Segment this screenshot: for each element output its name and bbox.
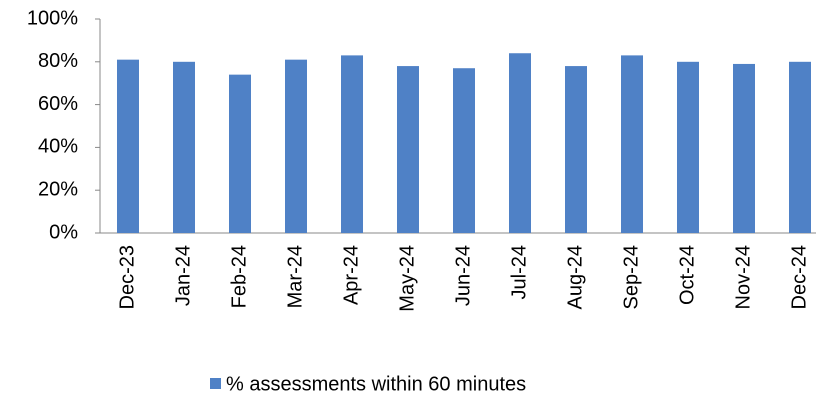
x-tick-label: May-24: [396, 245, 418, 312]
x-tick-label: Nov-24: [732, 245, 754, 309]
x-tick-label: Jul-24: [508, 245, 530, 299]
y-tick-label: 0%: [49, 221, 78, 243]
legend-label: % assessments within 60 minutes: [226, 373, 526, 395]
bar: [789, 61, 811, 233]
x-tick-label: Dec-23: [116, 245, 138, 309]
x-tick-label: Oct-24: [676, 245, 698, 305]
bar: [341, 55, 363, 233]
y-tick-label: 40%: [38, 136, 78, 158]
bar: [621, 55, 643, 233]
legend-swatch: [210, 378, 221, 389]
bar: [453, 68, 475, 233]
bar: [677, 61, 699, 233]
bar: [733, 63, 755, 233]
y-tick-label: 80%: [38, 50, 78, 72]
x-tick-label: Dec-24: [788, 245, 810, 309]
x-tick-label: Jun-24: [452, 245, 474, 306]
y-tick-label: 100%: [27, 7, 78, 29]
x-tick-label: Sep-24: [620, 245, 642, 310]
bar: [285, 59, 307, 233]
bar: [397, 66, 419, 233]
bar: [509, 53, 531, 233]
x-tick-label: Apr-24: [340, 245, 362, 305]
bar: [117, 59, 139, 233]
x-tick-label: Jan-24: [172, 245, 194, 306]
bar: [565, 66, 587, 233]
x-tick-label: Feb-24: [228, 245, 250, 308]
bar: [229, 74, 251, 233]
y-tick-label: 20%: [38, 178, 78, 200]
y-tick-label: 60%: [38, 93, 78, 115]
x-tick-label: Mar-24: [284, 245, 306, 308]
x-tick-label: Aug-24: [564, 245, 586, 310]
bar: [173, 61, 195, 233]
